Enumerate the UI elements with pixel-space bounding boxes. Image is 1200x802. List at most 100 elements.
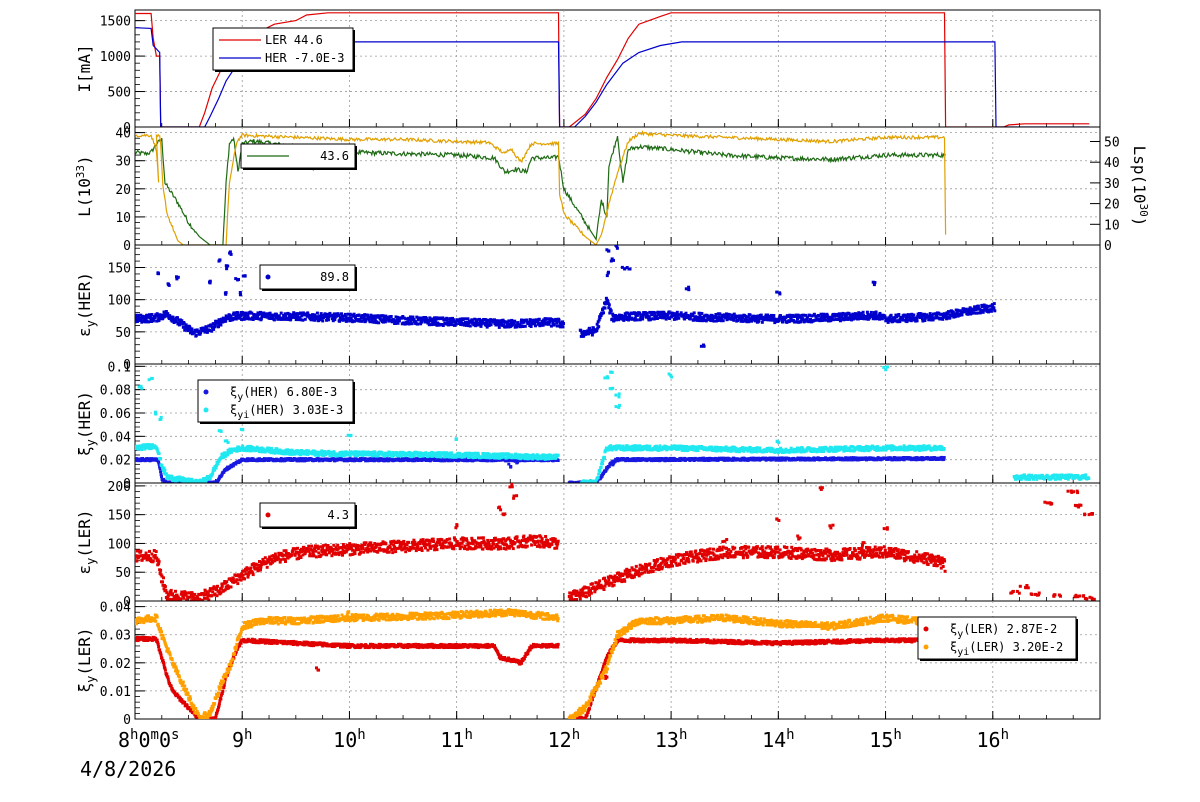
- data-point: [176, 316, 179, 319]
- data-point: [993, 309, 996, 312]
- data-point: [676, 311, 679, 314]
- data-point-outlier: [778, 292, 781, 295]
- data-point: [601, 462, 604, 465]
- data-point: [636, 318, 639, 321]
- data-point-outlier: [229, 250, 232, 253]
- y-tick-label: 0.02: [100, 454, 131, 469]
- data-point: [562, 322, 565, 325]
- data-point: [190, 327, 193, 330]
- y-tick-label: 0.1: [108, 360, 131, 375]
- data-point: [761, 321, 764, 324]
- data-point: [557, 454, 560, 457]
- legend-entry-text: LER 44.6: [265, 33, 323, 47]
- data-point: [498, 326, 501, 329]
- data-point: [212, 328, 215, 331]
- legend: 89.8: [260, 265, 357, 291]
- data-point: [377, 321, 380, 324]
- data-point-outlier: [873, 281, 876, 284]
- data-point: [195, 334, 198, 337]
- data-point: [977, 305, 980, 308]
- data-point-outlier: [702, 344, 705, 347]
- data-point: [610, 309, 613, 312]
- data-point: [912, 314, 915, 317]
- panel-frame: [135, 245, 1100, 364]
- y-tick-label: 1500: [100, 15, 131, 30]
- data-point: [411, 322, 414, 325]
- data-point: [340, 312, 343, 315]
- data-point: [599, 470, 602, 473]
- y-tick-label: 40: [115, 127, 131, 142]
- data-point: [416, 323, 419, 326]
- data-point: [534, 324, 537, 327]
- y-tick-label: 30: [115, 155, 131, 170]
- data-point: [524, 325, 527, 328]
- data-point: [464, 317, 467, 320]
- legend: LER 44.6 HER -7.0E-3: [213, 28, 355, 72]
- y-right-tick-label: 30: [1104, 177, 1120, 192]
- panel-her_xi: 00.020.040.060.080.1ξy(HER)ξy(HER) 6.80E…: [75, 360, 1100, 492]
- data-point: [897, 313, 900, 316]
- data-point: [689, 318, 692, 321]
- legend-entry-text: HER -7.0E-3: [265, 51, 344, 65]
- data-point: [160, 475, 163, 478]
- data-point-outlier: [226, 265, 229, 268]
- data-point: [597, 476, 600, 479]
- data-point: [159, 457, 162, 460]
- data-point: [542, 324, 545, 327]
- data-point-outlier: [775, 291, 778, 294]
- data-point: [654, 311, 657, 314]
- data-point: [595, 329, 598, 332]
- data-point-outlier: [514, 460, 517, 463]
- data-point: [890, 314, 893, 317]
- y-tick-label: 500: [108, 86, 131, 101]
- y-axis-label: I[mA]: [75, 44, 94, 92]
- data-point: [158, 452, 161, 455]
- y-axis-label: ξy(HER): [75, 391, 98, 456]
- data-point: [530, 325, 533, 328]
- data-point: [645, 312, 648, 315]
- data-point: [722, 319, 725, 322]
- data-point: [862, 311, 865, 314]
- data-point: [604, 307, 607, 310]
- y-right-tick-label: 40: [1104, 156, 1120, 171]
- data-point: [838, 312, 841, 315]
- data-point-outlier: [616, 247, 619, 250]
- legend-entry-text: 89.8: [320, 270, 349, 284]
- data-point: [993, 302, 996, 305]
- data-point: [608, 303, 611, 306]
- data-point: [147, 320, 150, 323]
- data-point-outlier: [605, 466, 608, 469]
- data-point-outlier: [612, 462, 615, 465]
- data-point: [870, 311, 873, 314]
- y-tick-label: 0.06: [100, 407, 131, 422]
- data-point: [648, 445, 651, 448]
- y-axis-label: L(1033): [74, 155, 94, 216]
- data-point: [728, 313, 731, 316]
- data-point: [199, 331, 202, 334]
- data-point: [875, 311, 878, 314]
- data-point: [439, 456, 442, 459]
- data-point: [857, 311, 860, 314]
- data-point: [987, 305, 990, 308]
- data-point: [992, 306, 995, 309]
- y-tick-label: 0.08: [100, 384, 131, 399]
- data-point: [961, 313, 964, 316]
- data-point: [455, 323, 458, 326]
- data-point: [469, 325, 472, 328]
- y-tick-label: 1000: [100, 50, 131, 65]
- y-right-tick-label: 20: [1104, 198, 1120, 213]
- data-point: [943, 456, 946, 459]
- legend-entry-text: 43.6: [320, 149, 349, 163]
- data-point: [656, 317, 659, 320]
- data-point: [398, 319, 401, 322]
- data-point-outlier: [224, 293, 227, 296]
- data-point-outlier: [509, 465, 512, 468]
- data-point: [587, 484, 590, 487]
- data-point: [591, 334, 594, 337]
- y-tick-label: 0: [123, 239, 131, 254]
- y-right-tick-label: 10: [1104, 218, 1120, 233]
